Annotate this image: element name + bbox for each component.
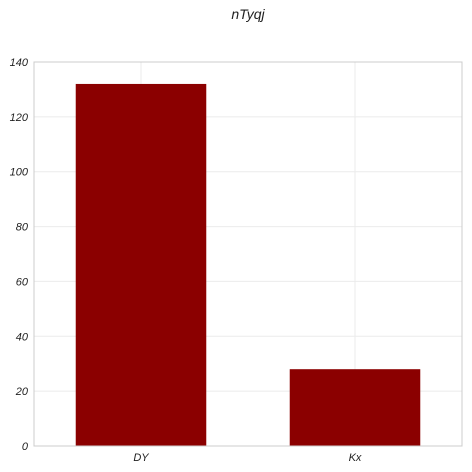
y-tick-label: 0 bbox=[22, 441, 29, 453]
x-tick-label: DY bbox=[133, 452, 149, 464]
y-tick-label: 60 bbox=[16, 276, 29, 288]
y-tick-label: 20 bbox=[15, 386, 29, 398]
bars bbox=[75, 83, 421, 446]
chart-title: nTyqj bbox=[231, 6, 265, 22]
plot-area: 0 20 40 60 80 100 120 140 DY Kx bbox=[10, 57, 463, 464]
x-tick-labels: DY Kx bbox=[133, 452, 362, 464]
y-tick-label: 40 bbox=[16, 331, 29, 343]
y-tick-label: 100 bbox=[10, 167, 29, 179]
plot-frame bbox=[33, 61, 463, 447]
bar-dy bbox=[75, 83, 207, 446]
x-tick-label: Kx bbox=[349, 452, 362, 464]
y-tick-label: 80 bbox=[16, 222, 29, 234]
y-tick-label: 140 bbox=[10, 57, 29, 69]
bar-kx bbox=[289, 369, 421, 446]
y-tick-labels: 0 20 40 60 80 100 120 140 bbox=[10, 57, 29, 453]
y-tick-label: 120 bbox=[10, 112, 29, 124]
